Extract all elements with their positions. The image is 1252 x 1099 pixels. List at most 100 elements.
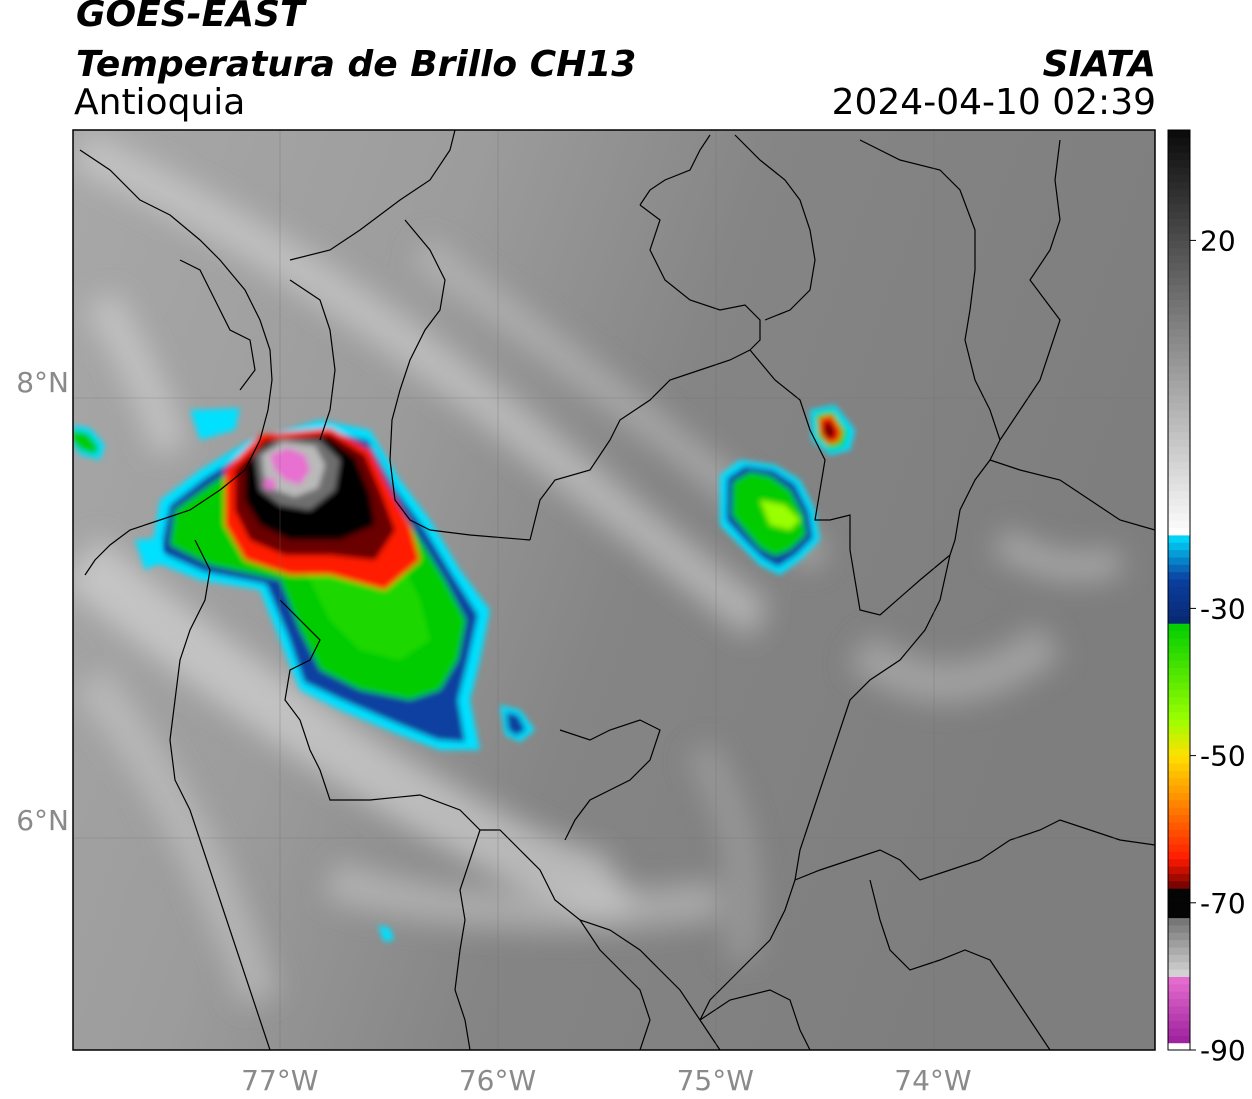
lon-tick-label: 74°W — [894, 1064, 971, 1097]
colorbar-segment — [1168, 240, 1190, 249]
colorbar-segment — [1168, 358, 1190, 367]
colorbar-segment — [1168, 1027, 1190, 1036]
colorbar-segment — [1168, 542, 1190, 551]
colorbar-segment — [1168, 777, 1190, 786]
colorbar-segment — [1168, 645, 1190, 654]
colorbar-segment — [1168, 314, 1190, 322]
colorbar-segment — [1168, 144, 1190, 153]
colorbar-segment — [1168, 785, 1190, 793]
colorbar-segment — [1168, 299, 1190, 308]
colorbar-segment — [1168, 505, 1190, 514]
colorbar-segment — [1168, 152, 1190, 161]
colorbar-segment — [1168, 137, 1190, 146]
colorbar-segment — [1168, 983, 1190, 992]
colorbar-segment — [1168, 630, 1190, 639]
colorbar-segment — [1168, 755, 1190, 764]
colorbar-segment — [1168, 932, 1190, 941]
colorbar-segment — [1168, 748, 1190, 757]
colorbar-segment — [1168, 262, 1190, 271]
colorbar-tick-label: -50 — [1200, 740, 1246, 773]
colorbar-segment — [1168, 255, 1190, 264]
colorbar-segment — [1168, 1035, 1190, 1044]
colorbar-segment — [1168, 321, 1190, 330]
colorbar-segment — [1168, 439, 1190, 448]
agency-label: SIATA — [1042, 44, 1156, 85]
map-panel — [73, 130, 1155, 1050]
cold-patches — [73, 408, 535, 942]
colorbar-segment — [1168, 593, 1190, 602]
lat-tick-label: 6°N — [16, 804, 69, 837]
colorbar-segment — [1168, 652, 1190, 661]
colorbar-segment — [1168, 667, 1190, 676]
colorbar-segment — [1168, 306, 1190, 315]
colorbar-segment — [1168, 498, 1190, 506]
lon-tick-label: 77°W — [241, 1064, 318, 1097]
colorbar-segment — [1168, 689, 1190, 698]
colorbar-segment — [1168, 284, 1190, 293]
colorbar-segment — [1168, 902, 1190, 911]
colorbar-segment — [1168, 343, 1190, 352]
colorbar-segment — [1168, 888, 1190, 897]
colorbar-segment — [1168, 269, 1190, 278]
product-title: Temperatura de Brillo CH13 — [76, 44, 637, 85]
lon-tick-label: 75°W — [677, 1064, 754, 1097]
colorbar-segment — [1168, 520, 1190, 529]
colorbar-segment — [1168, 534, 1190, 543]
colorbar-segment — [1168, 527, 1190, 536]
colorbar-tick-label: -70 — [1200, 887, 1246, 920]
colorbar-segment — [1168, 549, 1190, 558]
colorbar-segment — [1168, 969, 1190, 977]
colorbar-segment — [1168, 225, 1190, 234]
colorbar-segment — [1168, 218, 1190, 227]
colorbar-segment — [1168, 365, 1190, 374]
colorbar-segment — [1168, 174, 1190, 183]
colorbar-segment — [1168, 387, 1190, 396]
colorbar-segment — [1168, 799, 1190, 808]
colorbar-segment — [1168, 188, 1190, 197]
colorbar-segment — [1168, 829, 1190, 838]
colorbar-segment — [1168, 733, 1190, 742]
colorbar-segment — [1168, 446, 1190, 455]
colorbar-segment — [1168, 166, 1190, 175]
colorbar-frame — [1167, 129, 1191, 1051]
latitude-ticks: 8°N 6°N — [16, 366, 69, 837]
storm-secondary — [720, 405, 855, 575]
colorbar-segment — [1168, 328, 1190, 337]
colorbar-segment — [1168, 571, 1190, 580]
datetime-label: 2024-04-10 02:39 — [831, 82, 1156, 123]
colorbar-segment — [1168, 196, 1190, 205]
colorbar-segment — [1168, 1005, 1190, 1014]
colorbar-segment — [1168, 424, 1190, 433]
colorbar-segment — [1168, 233, 1190, 241]
colorbar-segment — [1168, 696, 1190, 705]
colorbar-segment — [1168, 762, 1190, 771]
region-label: Antioquia — [74, 82, 246, 123]
colorbar-segment — [1168, 917, 1190, 926]
colorbar-segment — [1168, 726, 1190, 735]
colorbar-segment — [1168, 601, 1190, 609]
colorbar-segment — [1168, 203, 1190, 212]
colorbar-segment — [1168, 858, 1190, 867]
colorbar-segment — [1168, 623, 1190, 632]
colorbar-segment — [1168, 939, 1190, 948]
map-frame — [72, 129, 1156, 1051]
colorbar-segment — [1168, 740, 1190, 749]
colorbar-segment — [1168, 336, 1190, 345]
colorbar-segment — [1168, 372, 1190, 381]
colorbar-segment — [1168, 910, 1190, 919]
colorbar-segment — [1168, 556, 1190, 565]
colorbar-segment — [1168, 792, 1190, 801]
colorbar-segment — [1168, 1020, 1190, 1029]
colorbar-segment — [1168, 674, 1190, 683]
colorbar-segment — [1168, 475, 1190, 484]
colorbar-segment — [1168, 512, 1190, 521]
colorbar-segment — [1168, 682, 1190, 690]
colorbar-segment — [1168, 409, 1190, 418]
lat-tick-label: 8°N — [16, 366, 69, 399]
colorbar-segment — [1168, 807, 1190, 816]
colorbar-segments — [1168, 130, 1190, 1051]
colorbar-segment — [1168, 468, 1190, 477]
colorbar-segment — [1168, 461, 1190, 470]
colorbar-segment — [1168, 880, 1190, 889]
colorbar-segment — [1168, 181, 1190, 190]
